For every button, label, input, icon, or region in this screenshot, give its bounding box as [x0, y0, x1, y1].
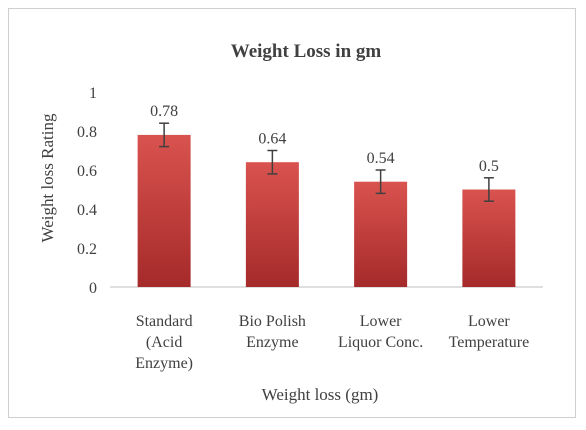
- bar: [354, 181, 408, 287]
- x-tick-label: Lower Temperature: [449, 313, 530, 351]
- y-tick-label: 1: [89, 85, 97, 102]
- y-tick-label: 0.6: [77, 163, 97, 180]
- y-tick-label: 0: [89, 280, 97, 297]
- bar: [462, 189, 516, 287]
- y-tick-label: 0.4: [77, 202, 97, 219]
- y-tick-label: 0.2: [77, 241, 97, 258]
- chart-title: Weight Loss in gm: [231, 41, 382, 62]
- x-tick-label: Lower Liquor Conc.: [338, 313, 423, 351]
- y-tick-label: 0.8: [77, 124, 97, 141]
- bar: [137, 134, 191, 287]
- data-label: 0.54: [367, 150, 395, 167]
- y-axis-title: Weight loss Rating: [38, 113, 57, 242]
- data-label: 0.64: [258, 131, 286, 148]
- plot-area: 0 0.2 0.4 0.6 0.8 1 0.78 Standard (Acid Enzyme) 0.…: [77, 85, 543, 372]
- x-tick-label: Bio Polish Enzyme: [239, 313, 306, 351]
- data-label: 0.78: [150, 103, 178, 120]
- bar: [245, 162, 299, 287]
- x-axis-title: Weight loss (gm): [262, 385, 379, 404]
- x-tick-label: Standard (Acid Enzyme): [135, 313, 193, 372]
- data-label: 0.5: [479, 158, 499, 175]
